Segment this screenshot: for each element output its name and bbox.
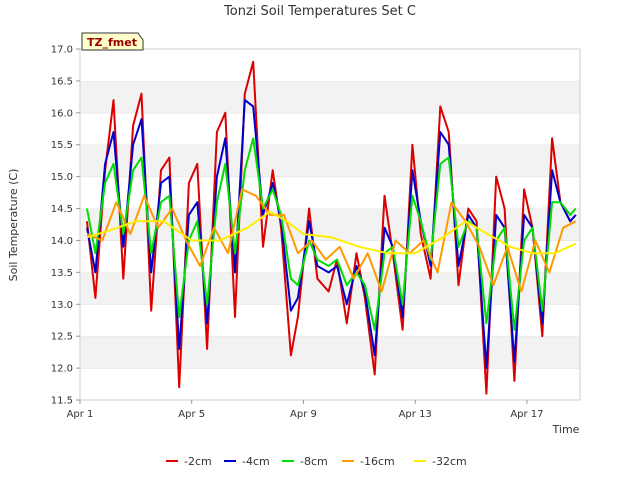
grid-band <box>80 208 580 241</box>
y-tick-label: 11.5 <box>51 396 73 407</box>
y-tick-label: 13.0 <box>51 300 73 311</box>
x-tick-label: Apr 1 <box>67 409 94 420</box>
y-tick-label: 12.5 <box>51 332 73 343</box>
series-lines <box>86 60 577 395</box>
legend-label: -8cm <box>300 455 328 468</box>
legend-label: -16cm <box>360 455 395 468</box>
grid-band <box>80 176 580 209</box>
y-axis-ticks: 11.5 12.0 12.5 13.0 13.5 14.0 14.5 15.0 15.5 16.0… <box>51 45 80 407</box>
x-axis-ticks: Apr 1 Apr 5 Apr 9 Apr 13 Apr 17 <box>67 400 544 420</box>
x-tick-label: Apr 17 <box>510 409 543 420</box>
grid-band <box>80 144 580 177</box>
site-tag-label: TZ_fmet <box>87 36 137 49</box>
y-tick-label: 17.0 <box>51 45 73 56</box>
x-tick-label: Apr 9 <box>290 409 317 420</box>
grid-band <box>80 304 580 337</box>
y-axis-label: Soil Temperature (C) <box>7 169 20 282</box>
grid-band <box>80 368 580 400</box>
plot-frame <box>79 48 581 401</box>
y-tick-label: 16.0 <box>51 108 73 119</box>
x-tick-label: Apr 13 <box>399 409 432 420</box>
y-tick-label: 15.0 <box>51 172 73 183</box>
grid-band <box>80 49 580 81</box>
series-line-m2cm <box>86 60 577 395</box>
grid-band <box>80 80 580 113</box>
y-tick-label: 12.0 <box>51 364 73 375</box>
series-line-m8cm <box>86 137 577 331</box>
series-line-m4cm <box>86 99 577 370</box>
y-tick-label: 14.5 <box>51 204 73 215</box>
legend: -2cm -4cm -8cm -16cm -32cm <box>166 455 467 468</box>
series-line-m32cm <box>86 210 577 255</box>
site-tag: TZ_fmet <box>81 32 144 51</box>
legend-label: -32cm <box>432 455 467 468</box>
grid-band <box>80 336 580 369</box>
grid-band <box>80 112 580 145</box>
y-tick-label: 16.5 <box>51 76 73 87</box>
series-line-m16cm <box>86 188 577 293</box>
legend-label: -4cm <box>242 455 270 468</box>
legend-label: -2cm <box>184 455 212 468</box>
x-axis-label: Time <box>552 423 580 436</box>
chart-title: Tonzi Soil Temperatures Set C <box>223 4 416 19</box>
y-tick-label: 14.0 <box>51 236 73 247</box>
x-tick-label: Apr 5 <box>178 409 205 420</box>
y-tick-label: 15.5 <box>51 140 73 151</box>
y-tick-label: 13.5 <box>51 268 73 279</box>
